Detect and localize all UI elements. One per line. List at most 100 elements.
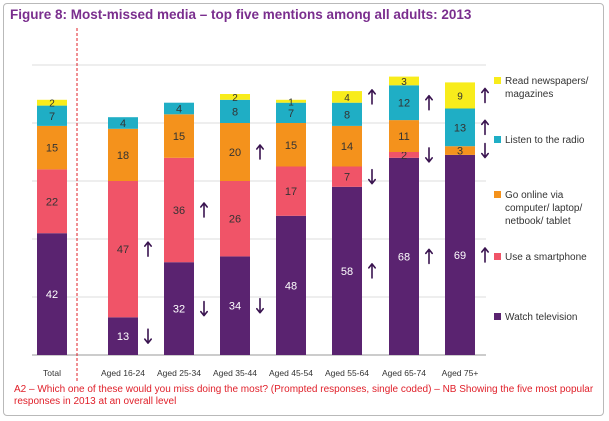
- legend-label-listen-to-the-radio: Listen to the radio: [505, 135, 585, 146]
- bar-segment-use-a-smartphone-total: [37, 169, 67, 234]
- bar-segment-use-a-smartphone-aged-35-44: [220, 181, 250, 257]
- bar-segment-listen-to-the-radio-total: [37, 105, 67, 126]
- data-label-read-newspapers-magazines-total: 2: [49, 99, 55, 110]
- bar-segment-go-online-via-computer-laptop-netbook-tablet-aged-25-34: [164, 114, 194, 158]
- bar-segment-go-online-via-computer-laptop-netbook-tablet-aged-45-54: [276, 123, 306, 167]
- significance-arrow-up-listen-to-the-radio-aged-75: [481, 119, 489, 136]
- data-label-listen-to-the-radio-aged-75: 13: [454, 122, 466, 134]
- data-label-listen-to-the-radio-aged-35-44: 8: [232, 106, 238, 118]
- significance-arrow-down-use-a-smartphone-aged-55-64: [368, 168, 376, 185]
- bar-segment-read-newspapers-magazines-aged-55-64: [332, 91, 362, 103]
- x-tick-label-total: Total: [43, 368, 61, 378]
- data-label-use-a-smartphone-aged-25-34: 36: [173, 205, 185, 217]
- legend-swatch-go-online-via-computer-laptop-netbook-tablet: [494, 191, 501, 198]
- chart-footnote: A2 – Which one of these would you miss d…: [14, 384, 594, 407]
- legend-swatch-read-newspapers-magazines: [494, 77, 501, 84]
- significance-arrow-up-read-newspapers-magazines-aged-55-64: [368, 89, 376, 105]
- bar-segment-listen-to-the-radio-aged-55-64: [332, 102, 362, 126]
- bar-segment-watch-television-aged-55-64: [332, 186, 362, 355]
- data-label-use-a-smartphone-aged-65-74: 2: [401, 150, 407, 162]
- bar-segment-listen-to-the-radio-aged-25-34: [164, 102, 194, 115]
- significance-arrow-up-watch-television-aged-75: [481, 247, 489, 263]
- data-label-use-a-smartphone-aged-55-64: 7: [344, 172, 350, 184]
- bar-segment-listen-to-the-radio-aged-35-44: [220, 99, 250, 123]
- bar-segment-use-a-smartphone-aged-16-24: [108, 181, 138, 318]
- x-tick-label-aged-45-54: Aged 45-54: [269, 368, 313, 378]
- data-label-read-newspapers-magazines-aged-55-64: 4: [344, 93, 350, 104]
- x-tick-label-aged-55-64: Aged 55-64: [325, 368, 369, 378]
- bar-segment-use-a-smartphone-aged-45-54: [276, 166, 306, 216]
- x-tick-label-aged-16-24: Aged 16-24: [101, 368, 145, 378]
- bar-segment-go-online-via-computer-laptop-netbook-tablet-aged-55-64: [332, 125, 362, 167]
- x-tick-label-aged-65-74: Aged 65-74: [382, 368, 426, 378]
- data-label-use-a-smartphone-total: 22: [46, 196, 58, 208]
- x-tick-label-aged-25-34: Aged 25-34: [157, 368, 201, 378]
- data-label-watch-television-aged-65-74: 68: [398, 251, 410, 263]
- data-label-watch-television-aged-35-44: 34: [229, 301, 241, 313]
- data-label-watch-television-aged-75: 69: [454, 250, 466, 262]
- data-label-read-newspapers-magazines-aged-65-74: 3: [401, 77, 407, 88]
- bar-segment-read-newspapers-magazines-aged-65-74: [389, 76, 419, 86]
- data-label-use-a-smartphone-aged-35-44: 26: [229, 214, 241, 226]
- legend-swatch-watch-television: [494, 313, 501, 320]
- data-label-listen-to-the-radio-aged-55-64: 8: [344, 109, 350, 121]
- bar-segment-watch-television-aged-35-44: [220, 256, 250, 355]
- data-label-go-online-via-computer-laptop-netbook-tablet-aged-65-74: 11: [398, 131, 409, 143]
- data-label-listen-to-the-radio-aged-25-34: 4: [176, 104, 182, 116]
- data-label-listen-to-the-radio-aged-65-74: 12: [398, 98, 410, 110]
- bar-segment-use-a-smartphone-aged-25-34: [164, 157, 194, 263]
- data-label-go-online-via-computer-laptop-netbook-tablet-aged-45-54: 15: [285, 140, 297, 152]
- data-label-use-a-smartphone-aged-16-24: 47: [117, 244, 129, 256]
- bar-segment-listen-to-the-radio-aged-65-74: [389, 85, 419, 121]
- bar-segment-listen-to-the-radio-aged-16-24: [108, 117, 138, 129]
- significance-arrow-down-watch-television-aged-16-24: [144, 328, 152, 344]
- data-label-listen-to-the-radio-aged-45-54: 7: [288, 108, 294, 120]
- data-label-watch-television-aged-16-24: 13: [117, 331, 129, 343]
- significance-arrow-down-go-online-via-computer-laptop-netbook-tablet-aged-75: [481, 142, 489, 159]
- bar-segment-read-newspapers-magazines-aged-75: [445, 82, 475, 109]
- data-label-watch-television-aged-45-54: 48: [285, 280, 297, 292]
- data-label-go-online-via-computer-laptop-netbook-tablet-aged-35-44: 20: [229, 147, 241, 159]
- data-label-use-a-smartphone-aged-45-54: 17: [285, 186, 297, 198]
- bar-segment-go-online-via-computer-laptop-netbook-tablet-aged-65-74: [389, 120, 419, 152]
- bar-segment-go-online-via-computer-laptop-netbook-tablet-aged-35-44: [220, 123, 250, 181]
- bar-segment-watch-television-total: [37, 233, 67, 355]
- bar-segment-listen-to-the-radio-aged-75: [445, 108, 475, 147]
- data-label-listen-to-the-radio-total: 7: [49, 111, 55, 123]
- data-label-go-online-via-computer-laptop-netbook-tablet-aged-55-64: 14: [341, 141, 353, 153]
- bar-segment-watch-television-aged-16-24: [108, 317, 138, 355]
- significance-arrow-down-watch-television-aged-25-34: [200, 300, 208, 317]
- chart-title: Figure 8: Most-missed media – top five m…: [10, 7, 472, 22]
- legend-label-read-newspapers-magazines: Read newspapers/magazines: [505, 76, 589, 100]
- legend-label-go-online-via-computer-laptop-netbook-tablet: Go online via computer/ laptop/netbook/ t…: [505, 190, 582, 227]
- significance-arrow-up-use-a-smartphone-aged-16-24: [144, 241, 152, 257]
- bar-segment-go-online-via-computer-laptop-netbook-tablet-aged-16-24: [108, 128, 138, 181]
- data-label-read-newspapers-magazines-aged-45-54: 1: [288, 97, 294, 108]
- bar-segment-watch-television-aged-65-74: [389, 157, 419, 355]
- legend-swatch-use-a-smartphone: [494, 253, 501, 260]
- legend-label-use-a-smartphone: Use a smartphone: [505, 252, 587, 263]
- bar-segment-use-a-smartphone-aged-55-64: [332, 166, 362, 187]
- data-label-watch-television-total: 42: [46, 289, 58, 301]
- data-label-go-online-via-computer-laptop-netbook-tablet-aged-16-24: 18: [117, 150, 129, 162]
- significance-arrow-up-read-newspapers-magazines-aged-75: [481, 87, 489, 104]
- bar-segment-read-newspapers-magazines-total: [37, 99, 67, 106]
- bar-segment-watch-television-aged-75: [445, 154, 475, 355]
- bar-segment-go-online-via-computer-laptop-netbook-tablet-total: [37, 125, 67, 170]
- bar-segment-listen-to-the-radio-aged-45-54: [276, 102, 306, 123]
- bar-segment-read-newspapers-magazines-aged-35-44: [220, 94, 250, 100]
- legend-label-watch-television: Watch television: [505, 312, 577, 323]
- data-label-watch-television-aged-55-64: 58: [341, 266, 353, 278]
- bar-segment-watch-television-aged-45-54: [276, 215, 306, 355]
- bar-segment-read-newspapers-magazines-aged-45-54: [276, 99, 306, 103]
- significance-arrow-up-listen-to-the-radio-aged-65-74: [425, 94, 433, 111]
- bar-segment-watch-television-aged-25-34: [164, 262, 194, 355]
- data-label-go-online-via-computer-laptop-netbook-tablet-aged-75: 3: [457, 146, 463, 158]
- legend-swatch-listen-to-the-radio: [494, 136, 501, 143]
- data-label-watch-television-aged-25-34: 32: [173, 304, 185, 316]
- data-label-go-online-via-computer-laptop-netbook-tablet-total: 15: [46, 143, 58, 155]
- significance-arrow-up-go-online-via-computer-laptop-netbook-tablet-aged-35-44: [256, 144, 264, 160]
- significance-arrow-up-use-a-smartphone-aged-25-34: [200, 202, 208, 218]
- x-tick-label-aged-75: Aged 75+: [442, 368, 479, 378]
